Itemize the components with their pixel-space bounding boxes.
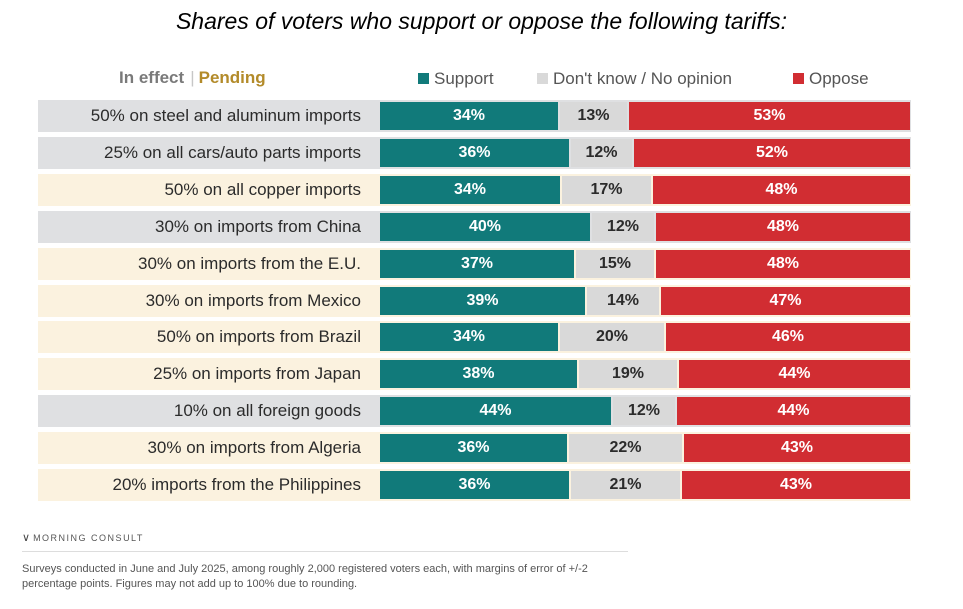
bar-support: 36% xyxy=(380,471,569,499)
bar-support: 38% xyxy=(380,360,577,388)
brand-name: MORNING CONSULT xyxy=(33,533,144,543)
pending-label: Pending xyxy=(198,68,266,87)
bar-oppose: 48% xyxy=(653,176,910,204)
legend-oppose-label: Oppose xyxy=(809,69,869,88)
bar-support: 34% xyxy=(380,102,558,130)
bar-dont-know: 13% xyxy=(560,102,627,130)
legend-oppose: Oppose xyxy=(793,69,869,89)
category-label: 30% on imports from China xyxy=(155,217,361,236)
chart-title: Shares of voters who support or oppose t… xyxy=(175,8,788,34)
morning-consult-logo-icon: ∨ xyxy=(22,532,31,544)
bar-oppose: 44% xyxy=(679,360,910,388)
bar-oppose: 48% xyxy=(656,250,910,278)
bar-oppose: 48% xyxy=(656,213,910,241)
category-label: 30% on imports from the E.U. xyxy=(138,254,361,273)
footer-divider xyxy=(22,551,628,552)
category-label: 50% on steel and aluminum imports xyxy=(90,106,361,125)
category-label: 50% on imports from Brazil xyxy=(156,327,361,346)
bar-support: 39% xyxy=(380,287,585,315)
category-label: 30% on imports from Algeria xyxy=(147,438,361,457)
bar-support: 34% xyxy=(380,323,558,351)
bar-support: 36% xyxy=(380,434,567,462)
category-label: 50% on all copper imports xyxy=(164,180,361,199)
bar-dont-know: 17% xyxy=(562,176,651,204)
bar-dont-know: 12% xyxy=(613,397,675,425)
bar-dont-know: 15% xyxy=(576,250,654,278)
bar-oppose: 47% xyxy=(661,287,910,315)
bar-dont-know: 22% xyxy=(569,434,682,462)
bar-oppose: 53% xyxy=(629,102,910,130)
legend-dont-know-swatch xyxy=(537,73,548,84)
bar-dont-know: 20% xyxy=(560,323,664,351)
category-label: 25% on all cars/auto parts imports xyxy=(103,143,361,162)
category-label: 10% on all foreign goods xyxy=(173,401,361,420)
bar-support: 37% xyxy=(380,250,574,278)
in-effect-label: In effect xyxy=(119,68,185,87)
bar-dont-know: 19% xyxy=(579,360,677,388)
legend-support: Support xyxy=(418,69,494,89)
bar-support: 44% xyxy=(380,397,611,425)
bar-support: 36% xyxy=(380,139,569,167)
status-separator: | xyxy=(190,68,195,87)
legend-oppose-swatch xyxy=(793,73,804,84)
bar-oppose: 43% xyxy=(682,471,910,499)
bar-oppose: 46% xyxy=(666,323,910,351)
bar-oppose: 52% xyxy=(634,139,910,167)
bar-support: 34% xyxy=(380,176,560,204)
legend-dont-know: Don't know / No opinion xyxy=(537,69,732,89)
bar-dont-know: 21% xyxy=(571,471,680,499)
bar-support: 40% xyxy=(380,213,590,241)
brand: ∨ MORNING CONSULT xyxy=(22,531,144,544)
bar-dont-know: 12% xyxy=(571,139,632,167)
bar-dont-know: 12% xyxy=(592,213,654,241)
methodology-note: Surveys conducted in June and July 2025,… xyxy=(22,563,588,590)
bar-dont-know: 14% xyxy=(587,287,659,315)
bar-oppose: 43% xyxy=(684,434,910,462)
category-label: 30% on imports from Mexico xyxy=(145,291,361,310)
legend-support-swatch xyxy=(418,73,429,84)
legend-support-label: Support xyxy=(434,69,494,88)
category-label: 20% imports from the Philippines xyxy=(112,475,361,494)
bar-oppose: 44% xyxy=(677,397,910,425)
category-label: 25% on imports from Japan xyxy=(153,364,361,383)
legend-dont-know-label: Don't know / No opinion xyxy=(553,69,733,88)
status-legend: In effect | Pending xyxy=(119,68,266,88)
